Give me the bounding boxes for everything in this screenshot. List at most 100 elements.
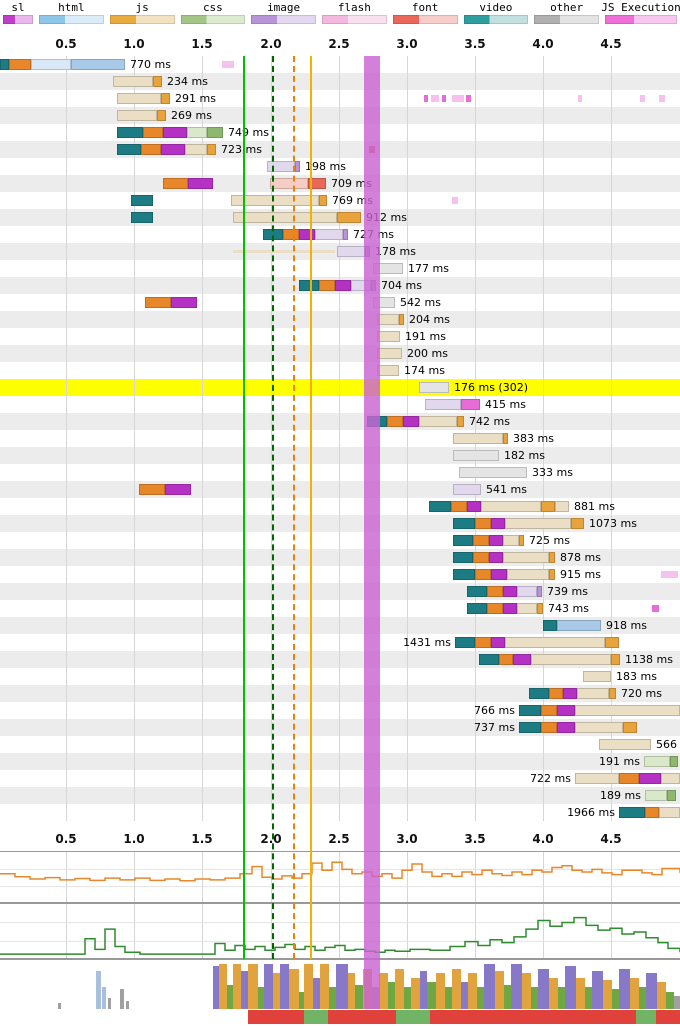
request-timing-label: 770 ms (130, 58, 171, 71)
request-timing-label: 234 ms (167, 75, 208, 88)
request-timing-label: 720 ms (621, 687, 662, 700)
request-row[interactable] (0, 787, 680, 804)
axis-tick-label: 1.0 (123, 832, 145, 846)
request-segment-js (519, 535, 524, 546)
request-segment-image (371, 280, 376, 291)
request-segment-ssl (639, 773, 661, 784)
request-segment-connect (141, 144, 161, 155)
request-row[interactable] (0, 481, 680, 498)
request-row[interactable] (0, 294, 680, 311)
gridline (339, 56, 340, 821)
request-row[interactable] (0, 124, 680, 141)
request-segment-connect (145, 297, 171, 308)
request-row[interactable] (0, 464, 680, 481)
js-execution-mark (659, 95, 665, 102)
request-timing-label: 1431 ms (403, 636, 451, 649)
request-segment-js (549, 569, 555, 580)
gridline (134, 852, 135, 902)
js-execution-mark (452, 95, 464, 102)
request-segment-dns (453, 518, 475, 529)
request-segment-image_light (315, 229, 343, 240)
gridline (543, 56, 544, 821)
request-segment-image_light (517, 586, 537, 597)
request-segment-connect (451, 501, 467, 512)
request-segment-js (605, 637, 619, 648)
time-axis-top: 0.5 1.0 1.5 2.0 2.5 3.0 3.5 4.0 4.5 (0, 28, 680, 56)
request-row[interactable] (0, 73, 680, 90)
legend-label: font (411, 1, 439, 14)
request-row[interactable] (0, 311, 680, 328)
gridline (475, 904, 476, 958)
request-segment-js_light (117, 110, 157, 121)
request-segment-other_light (419, 382, 449, 393)
js-execution-mark (466, 95, 471, 102)
request-row[interactable] (0, 668, 680, 685)
request-segment-ssl (165, 484, 191, 495)
legend-item-flash: flash (319, 0, 390, 28)
request-segment-dns (429, 501, 451, 512)
request-row[interactable] (0, 736, 680, 753)
request-row[interactable] (0, 617, 680, 634)
request-row[interactable] (0, 753, 680, 770)
request-row[interactable] (0, 719, 680, 736)
request-row[interactable] (0, 328, 680, 345)
gridline (202, 56, 203, 821)
request-row[interactable] (0, 345, 680, 362)
request-segment-js_light (377, 314, 399, 325)
request-segment-connect (163, 178, 188, 189)
gridline (543, 904, 544, 958)
request-segment-connect (473, 535, 489, 546)
request-row[interactable] (0, 447, 680, 464)
request-timing-label: 725 ms (529, 534, 570, 547)
request-segment-jsexec (461, 399, 480, 410)
request-row[interactable] (0, 430, 680, 447)
request-segment-connect (475, 637, 491, 648)
request-segment-html_mid (71, 59, 125, 70)
request-row[interactable] (0, 107, 680, 124)
request-timing-label: 383 ms (513, 432, 554, 445)
request-row[interactable] (0, 141, 680, 158)
request-row[interactable] (0, 396, 680, 413)
request-segment-ssl (491, 637, 505, 648)
request-segment-other_light (459, 467, 527, 478)
request-segment-js_light (583, 671, 611, 682)
request-segment-js (571, 518, 584, 529)
legend-label: image (267, 1, 301, 14)
request-timing-label: 737 ms (474, 721, 515, 734)
request-segment-font (308, 178, 326, 189)
request-segment-ssl (467, 501, 481, 512)
axis-tick-label: 3.0 (396, 37, 418, 51)
js-execution-mark (661, 571, 678, 578)
request-segment-ssl (491, 518, 505, 529)
js-execution-mark (442, 95, 446, 102)
request-timing-label: 915 ms (560, 568, 601, 581)
request-segment-dns (131, 212, 153, 223)
request-segment-dns (131, 195, 153, 206)
request-segment-css (207, 127, 223, 138)
request-row[interactable] (0, 362, 680, 379)
request-segment-js_light (659, 807, 680, 818)
request-segment-ssl (491, 569, 507, 580)
status-segment (248, 1010, 304, 1024)
axis-tick-label: 1.0 (123, 37, 145, 51)
legend-swatch-icon (251, 15, 316, 24)
legend-swatch-icon (605, 15, 677, 24)
request-timing-label: 749 ms (228, 126, 269, 139)
request-segment-js_light (661, 773, 680, 784)
request-segment-image (295, 161, 300, 172)
request-row[interactable] (0, 260, 680, 277)
request-row[interactable] (0, 685, 680, 702)
request-segment-js_light (231, 195, 319, 206)
request-timing-label: 1966 ms (567, 806, 615, 819)
request-segment-js_light (377, 365, 399, 376)
axis-tick-label: 3.0 (396, 832, 418, 846)
request-segment-dns (519, 722, 541, 733)
request-segment-js_light (575, 722, 623, 733)
request-row[interactable] (0, 379, 680, 396)
request-timing-label: 176 ms (302) (454, 381, 529, 394)
request-row[interactable] (0, 532, 680, 549)
request-timing-label: 722 ms (530, 772, 571, 785)
request-row[interactable] (0, 413, 680, 430)
request-segment-dns (455, 637, 475, 648)
bandwidth-chart (0, 903, 680, 959)
